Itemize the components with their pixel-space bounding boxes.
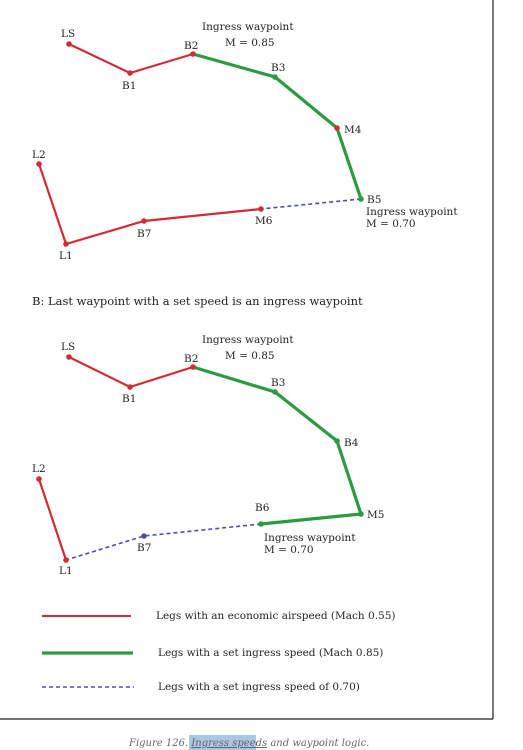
waypoint-l2 xyxy=(36,161,42,167)
caption-prefix: Figure 126. xyxy=(128,738,188,749)
label-l1: L1 xyxy=(59,565,73,577)
waypoint-b3 xyxy=(272,74,278,80)
waypoint-b4 xyxy=(334,438,340,444)
diagram-a-legs xyxy=(37,43,363,246)
label-b3: B3 xyxy=(271,62,285,74)
ingress-note-top-line1: Ingress waypoint xyxy=(202,334,294,346)
ingress-leg-m5-b6 xyxy=(260,512,362,526)
waypoint-l2 xyxy=(36,476,42,482)
waypoint-b7 xyxy=(141,533,147,539)
waypoint-b6 xyxy=(258,521,264,527)
waypoint-b2 xyxy=(190,51,196,57)
ingress-note-bottom-line2: M = 0.70 xyxy=(366,218,416,230)
legend-text-ingress-070: Legs with a set ingress speed of 0.70) xyxy=(158,681,360,693)
waypoint-b1 xyxy=(127,70,133,76)
label-l1: L1 xyxy=(59,250,73,262)
caption-suffix: and waypoint logic. xyxy=(270,738,369,749)
diagram-a-waypoints xyxy=(36,41,364,247)
label-b4: B4 xyxy=(344,437,359,449)
economic-leg-ls-b2 xyxy=(68,43,194,75)
label-b6: B6 xyxy=(255,502,270,514)
waypoint-ls xyxy=(66,354,72,360)
diagram-b-labels: LS B1 B2 B3 B4 M5 B6 B7 L1 L2 Ingress wa… xyxy=(32,334,384,577)
ingress-note-bottom-line1: Ingress waypoint xyxy=(366,206,458,218)
waypoint-b7 xyxy=(141,218,147,224)
label-ls: LS xyxy=(61,341,75,353)
legend: Legs with an economic airspeed (Mach 0.5… xyxy=(42,610,396,693)
caption-highlight: Ingress speeds xyxy=(190,738,267,749)
label-m6: M6 xyxy=(255,215,273,227)
diagram-a-labels: LS B1 B2 B3 M4 B5 M6 B7 L1 L2 Ingress wa… xyxy=(32,21,458,262)
label-b1: B1 xyxy=(122,393,136,405)
ingress-note-bottom-line1: Ingress waypoint xyxy=(264,532,356,544)
label-b7: B7 xyxy=(137,542,151,554)
diagram-b-waypoints xyxy=(36,354,364,563)
diagram-a: LS B1 B2 B3 M4 B5 M6 B7 L1 L2 Ingress wa… xyxy=(32,21,458,262)
figure-caption-text: Figure 126. Ingress speeds and waypoint … xyxy=(128,738,369,749)
waypoint-m4 xyxy=(334,125,340,131)
label-b2: B2 xyxy=(184,353,198,365)
ingress-070-leg-b5-m6 xyxy=(260,198,362,210)
waypoint-b2 xyxy=(190,364,196,370)
label-l2: L2 xyxy=(32,149,46,161)
label-m4: M4 xyxy=(344,124,362,136)
label-b5: B5 xyxy=(367,194,381,206)
waypoint-b5 xyxy=(358,196,364,202)
diagram-b-legs xyxy=(37,356,363,561)
label-b7: B7 xyxy=(137,228,151,240)
ingress-leg-b2-m5 xyxy=(192,365,363,515)
label-b3: B3 xyxy=(271,377,285,389)
waypoint-l1 xyxy=(63,557,69,563)
ingress-note-top-line1: Ingress waypoint xyxy=(202,21,294,33)
ingress-note-top-line2: M = 0.85 xyxy=(225,350,275,362)
section-b-heading: B: Last waypoint with a set speed is an … xyxy=(32,294,363,308)
ingress-070-leg-b6-l1 xyxy=(65,523,262,561)
economic-leg-ls-b2 xyxy=(68,356,194,389)
label-ls: LS xyxy=(61,28,75,40)
legend-text-economic: Legs with an economic airspeed (Mach 0.5… xyxy=(156,610,396,622)
ingress-note-top-line2: M = 0.85 xyxy=(225,37,275,49)
ingress-note-bottom-line2: M = 0.70 xyxy=(264,544,314,556)
label-b2: B2 xyxy=(184,40,198,52)
economic-leg-m6-l2 xyxy=(37,163,262,246)
label-m5: M5 xyxy=(367,509,384,521)
economic-leg-l1-l2 xyxy=(37,478,68,561)
ingress-leg-b2-b5 xyxy=(192,52,363,200)
caption-highlight-box xyxy=(189,735,256,750)
waypoint-b3 xyxy=(272,389,278,395)
legend-text-ingress: Legs with a set ingress speed (Mach 0.85… xyxy=(158,647,383,659)
waypoint-m5 xyxy=(358,511,364,517)
waypoint-ls xyxy=(66,41,72,47)
figure-caption: Figure 126. Ingress speeds and waypoint … xyxy=(128,735,369,750)
waypoint-b1 xyxy=(127,384,133,390)
diagram-b: LS B1 B2 B3 B4 M5 B6 B7 L1 L2 Ingress wa… xyxy=(32,334,384,577)
label-b1: B1 xyxy=(122,80,136,92)
waypoint-m6 xyxy=(258,206,264,212)
label-l2: L2 xyxy=(32,463,46,475)
waypoint-l1 xyxy=(63,241,69,247)
